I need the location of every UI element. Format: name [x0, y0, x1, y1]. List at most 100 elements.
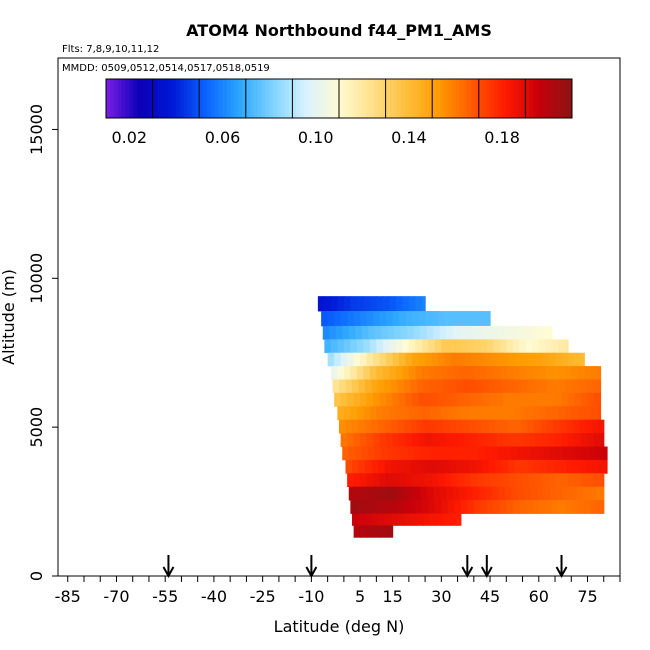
heatmap-cell: [533, 379, 542, 394]
heatmap-band: [347, 473, 605, 488]
heatmap-cell: [334, 311, 342, 327]
heatmap-cell: [350, 339, 358, 354]
heatmap-cell: [429, 513, 438, 526]
heatmap-cell: [358, 379, 366, 394]
heatmap-cell: [373, 473, 381, 488]
heatmap-cell: [407, 486, 415, 501]
heatmap-cell: [480, 339, 488, 354]
heatmap-cell: [501, 459, 509, 474]
heatmap-cell: [472, 446, 480, 461]
heatmap-cell: [399, 392, 407, 407]
heatmap-cell: [473, 366, 481, 380]
heatmap-cell: [572, 419, 580, 434]
colorbar-segment: [373, 79, 379, 118]
heatmap-cell: [568, 392, 576, 407]
heatmap-cell: [451, 473, 459, 488]
heatmap-cell: [546, 459, 555, 474]
heatmap-cell: [446, 325, 454, 340]
colorbar-segment: [199, 79, 204, 118]
heatmap-cell: [347, 433, 355, 447]
heatmap-cell: [516, 352, 524, 367]
heatmap-cell: [597, 366, 602, 380]
heatmap-cell: [356, 500, 364, 514]
heatmap-cell: [379, 311, 387, 327]
heatmap-cell: [553, 419, 561, 434]
heatmap-cell: [590, 500, 598, 514]
heatmap-cell: [395, 500, 403, 514]
heatmap-cell: [382, 406, 390, 421]
heatmap-cell: [446, 446, 454, 461]
heatmap-cell: [353, 392, 361, 407]
heatmap-cell: [566, 459, 574, 474]
heatmap-cell: [321, 311, 329, 327]
heatmap-cell: [410, 379, 418, 394]
heatmap-cell: [347, 392, 355, 407]
heatmap-cell: [412, 473, 420, 488]
heatmap-cell: [399, 473, 407, 488]
heatmap-cell: [472, 325, 480, 340]
heatmap-cell: [343, 296, 351, 312]
colorbar-segment: [261, 79, 266, 118]
heatmap-cell: [564, 366, 572, 380]
colorbar-segment: [459, 79, 464, 118]
heatmap-cell: [368, 486, 376, 501]
colorbar-segment: [401, 79, 406, 118]
heatmap-cell: [532, 339, 540, 354]
heatmap-cell: [488, 419, 496, 434]
heatmap-cell: [364, 379, 373, 394]
colorbar-segment: [408, 79, 414, 118]
heatmap-cell: [543, 325, 551, 340]
heatmap-cell: [592, 379, 600, 394]
heatmap-cell: [330, 296, 338, 312]
heatmap-cell: [475, 419, 483, 434]
y-tick-label: 0: [27, 571, 46, 581]
heatmap-cell: [577, 366, 585, 380]
heatmap-cell: [512, 406, 520, 421]
heatmap-cell: [449, 459, 457, 474]
colorbar-segment: [288, 79, 293, 118]
heatmap-cell: [366, 392, 374, 407]
heatmap-cell: [504, 446, 512, 461]
heatmap-cell: [340, 352, 348, 367]
x-tick-label: -85: [55, 587, 81, 606]
heatmap-cell: [522, 433, 530, 447]
heatmap-cell: [602, 446, 608, 461]
heatmap-cell: [390, 379, 399, 394]
heatmap-cell: [558, 366, 566, 380]
heatmap-cell: [490, 473, 498, 488]
colorbar-segment: [265, 79, 270, 118]
heatmap-cell: [366, 525, 374, 538]
heatmap-cell: [334, 352, 342, 367]
heatmap-cell: [490, 433, 498, 447]
heatmap-cell: [522, 473, 530, 488]
heatmap-cell: [408, 500, 416, 514]
heatmap-cell: [553, 459, 561, 474]
heatmap-cell: [337, 406, 345, 421]
heatmap-cell: [438, 352, 446, 367]
colorbar-segment: [428, 79, 433, 118]
heatmap-cell: [532, 366, 540, 380]
heatmap-cell: [389, 406, 397, 421]
heatmap-cell: [345, 459, 353, 474]
heatmap-cell: [423, 513, 431, 526]
heatmap-cell: [361, 325, 369, 340]
heatmap-cell: [348, 446, 356, 461]
heatmap-cell: [468, 459, 477, 474]
heatmap-cell: [459, 446, 467, 461]
heatmap-cell: [416, 513, 425, 526]
heatmap-cell: [576, 486, 584, 501]
colorbar-segment: [436, 79, 441, 118]
heatmap-cell: [350, 296, 358, 312]
heatmap-cell: [477, 473, 485, 488]
heatmap-cell: [520, 459, 529, 474]
heatmap-cell: [498, 325, 506, 340]
heatmap-cell: [582, 446, 590, 461]
y-axis-label: Altitude (m): [0, 269, 18, 365]
heatmap-cell: [558, 339, 566, 354]
heatmap-cell: [368, 446, 376, 461]
heatmap-cell: [438, 433, 446, 447]
heatmap-band: [340, 433, 605, 447]
heatmap-cell: [498, 486, 506, 501]
heatmap-cell: [327, 311, 335, 327]
